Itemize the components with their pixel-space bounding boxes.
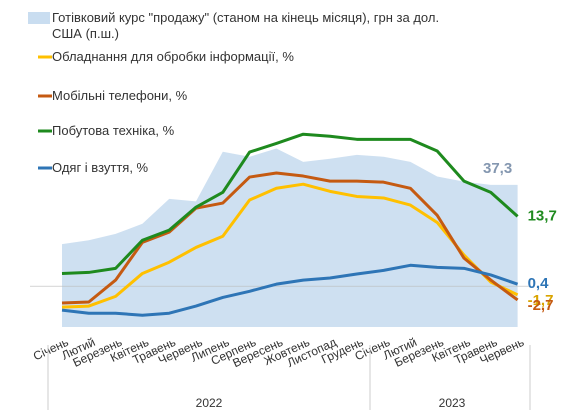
legend-label: Мобільні телефони, % [52, 88, 188, 103]
legend-label: Побутова техніка, % [52, 123, 175, 138]
legend-label: Одяг і взуття, % [52, 160, 149, 175]
area [62, 148, 518, 327]
line [61, 171, 519, 305]
x-group-label: 2022 [196, 396, 223, 410]
data-label: 37,3 [483, 160, 512, 177]
legend-swatch [28, 12, 50, 24]
line [61, 132, 519, 275]
legend-label: Обладнання для обробки інформації, % [52, 49, 294, 64]
legend-label: Готівковий курс "продажу" (станом на кін… [52, 10, 440, 41]
line [61, 263, 519, 317]
x-group-label: 2023 [439, 396, 466, 410]
data-label: -1,7 [528, 292, 554, 309]
line [61, 182, 519, 309]
data-label: 13,7 [528, 207, 557, 224]
data-label: -2,7 [528, 297, 554, 314]
data-label: 0,4 [528, 275, 550, 292]
